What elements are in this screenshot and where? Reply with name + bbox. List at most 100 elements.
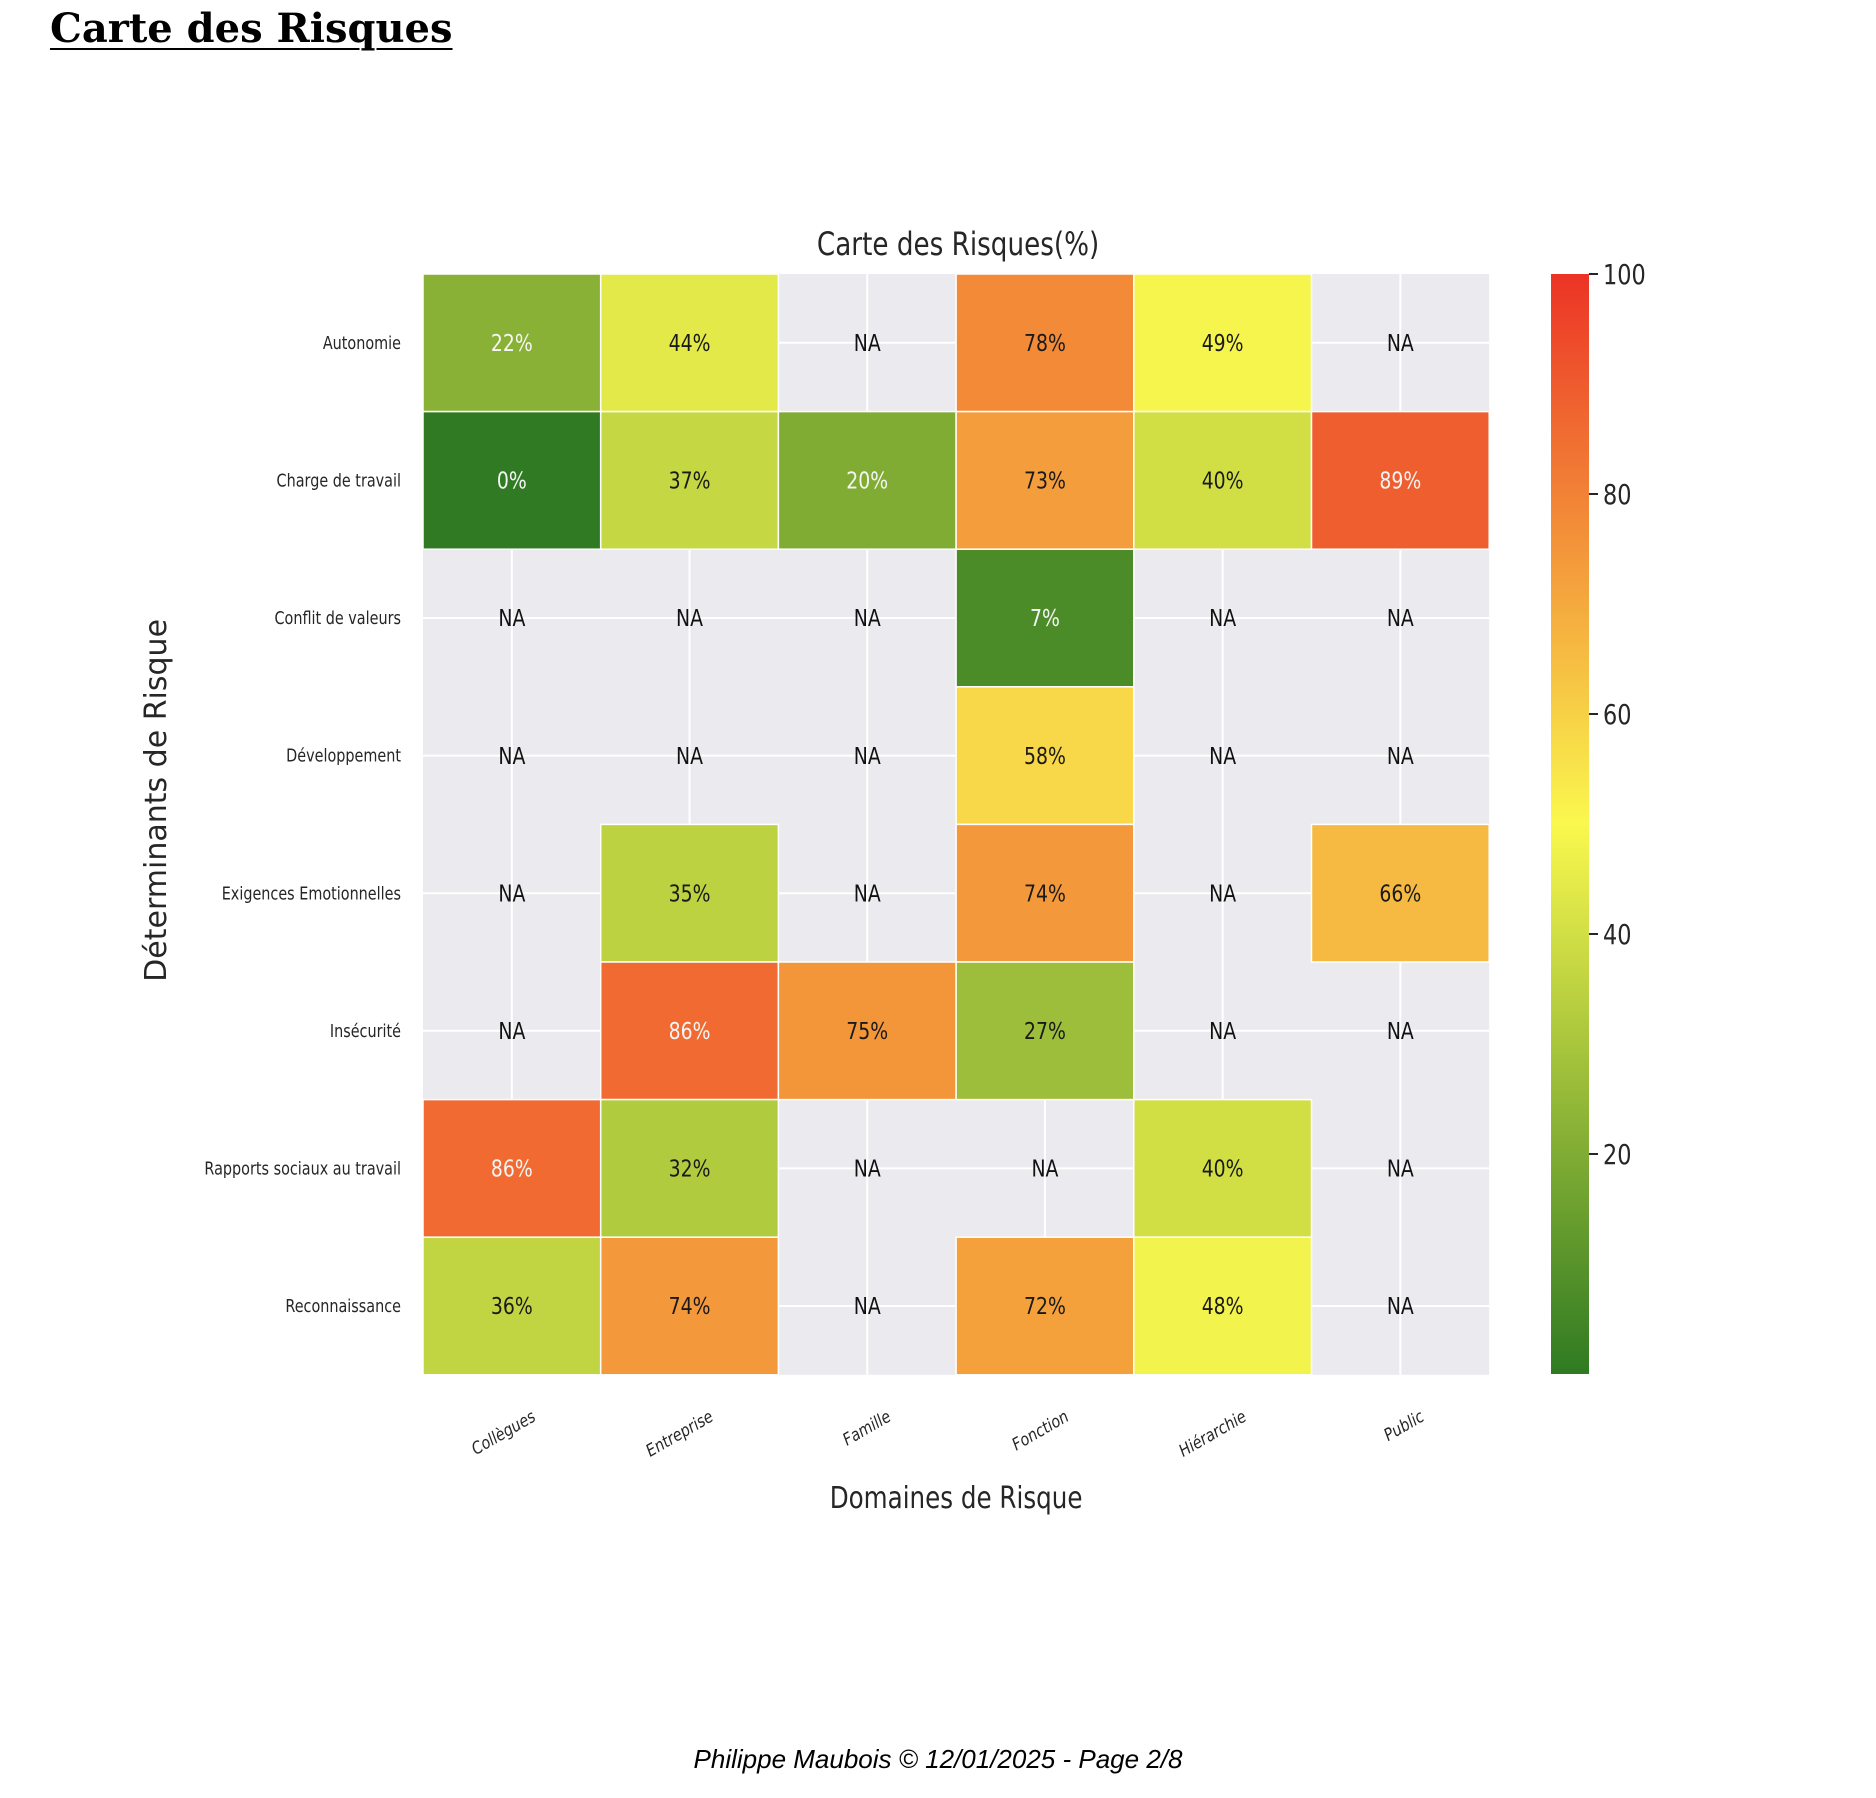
- heatmap-cell: [1133, 1236, 1313, 1376]
- column-tick-label: Entreprise: [642, 1406, 717, 1461]
- cell-value-label: 78%: [1024, 329, 1066, 356]
- row-tick-label: Conflit de valeurs: [275, 608, 401, 629]
- colorbar-gradient: [1551, 274, 1589, 1374]
- cell-value-label: 32%: [669, 1155, 711, 1182]
- row-labels: Autonomie Charge de travail Conflit de val…: [204, 332, 401, 1316]
- column-tick-label: Hiérarchie: [1175, 1406, 1250, 1461]
- heatmap-cell: [422, 410, 602, 550]
- cell-value-label: NA: [854, 1292, 882, 1319]
- cell-value-label: 73%: [1024, 467, 1066, 494]
- heatmap-cell: [422, 1098, 602, 1238]
- row-tick-label: Développement: [286, 745, 401, 766]
- heatmap-cell: [955, 273, 1135, 413]
- cell-value-label: NA: [676, 604, 704, 631]
- cell-value-label: NA: [854, 604, 882, 631]
- colorbar-tick-label: 40: [1603, 917, 1631, 950]
- heatmap-cell: [777, 410, 957, 550]
- x-axis-label: Domaines de Risque: [830, 1482, 1083, 1516]
- colorbar-tick-label: 60: [1603, 697, 1631, 730]
- cell-value-label: 36%: [491, 1292, 533, 1319]
- cell-value-label: 75%: [846, 1017, 888, 1044]
- heatmap-cell: [955, 823, 1135, 963]
- heatmap-cell: [422, 1236, 602, 1376]
- heatmap-cell: [955, 410, 1135, 550]
- cell-value-label: NA: [1209, 604, 1237, 631]
- cell-value-label: 86%: [491, 1155, 533, 1182]
- cell-value-label: NA: [1387, 1155, 1415, 1182]
- cell-value-label: NA: [1209, 880, 1237, 907]
- heatmap-cell: [955, 686, 1135, 826]
- cell-value-label: NA: [1387, 1017, 1415, 1044]
- heatmap-cell: [1133, 1098, 1313, 1238]
- column-tick-label: Fonction: [1008, 1406, 1072, 1455]
- cell-value-label: NA: [1209, 1017, 1237, 1044]
- cell-value-label: 0%: [497, 467, 527, 494]
- heatmap-cell: [1310, 410, 1490, 550]
- cell-value-label: NA: [1387, 604, 1415, 631]
- row-tick-label: Rapports sociaux au travail: [204, 1158, 401, 1179]
- cell-value-label: 89%: [1379, 467, 1421, 494]
- cell-value-label: 74%: [1024, 880, 1066, 907]
- cell-value-label: NA: [1387, 742, 1415, 769]
- cell-value-label: 20%: [846, 467, 888, 494]
- cell-value-label: NA: [498, 604, 526, 631]
- heatmap-cell: [955, 548, 1135, 688]
- chart-title: Carte des Risques(%): [817, 225, 1099, 262]
- column-tick-label: Famille: [839, 1406, 894, 1450]
- heatmap-cell: [599, 1236, 780, 1376]
- cell-value-label: NA: [498, 742, 526, 769]
- cell-value-label: 22%: [491, 329, 533, 356]
- heatmap-cell: [599, 273, 780, 413]
- heatmap-cell: [1133, 410, 1313, 550]
- heatmap-cell: [777, 961, 957, 1101]
- page-title: Carte des Risques: [50, 5, 453, 52]
- cell-value-label: NA: [854, 1155, 882, 1182]
- cell-value-label: 44%: [669, 329, 711, 356]
- cell-value-label: NA: [854, 880, 882, 907]
- heatmap-cell: [1310, 823, 1490, 963]
- heatmap-cell: [599, 961, 780, 1101]
- cell-value-label: 58%: [1024, 742, 1066, 769]
- heatmap-cell: [1133, 273, 1313, 413]
- cell-value-label: NA: [854, 742, 882, 769]
- heatmap-cell: [599, 410, 780, 550]
- cell-value-label: 40%: [1202, 467, 1244, 494]
- cell-value-label: NA: [498, 1017, 526, 1044]
- cell-value-label: 35%: [669, 880, 711, 907]
- heatmap-cell: [599, 823, 780, 963]
- row-tick-label: Insécurité: [330, 1020, 401, 1041]
- cell-value-label: 49%: [1202, 329, 1244, 356]
- y-axis-label: Déterminants de Risque: [139, 619, 174, 982]
- colorbar: 20 40 60 80 100: [1551, 257, 1646, 1374]
- cell-value-label: NA: [676, 742, 704, 769]
- cell-value-label: 72%: [1024, 1292, 1066, 1319]
- cell-value-label: NA: [1387, 1292, 1415, 1319]
- cell-value-label: NA: [1387, 329, 1415, 356]
- colorbar-tick-label: 80: [1603, 477, 1631, 510]
- cell-value-label: NA: [854, 329, 882, 356]
- heatmap-cell: [599, 1098, 780, 1238]
- row-tick-label: Reconnaissance: [285, 1296, 401, 1317]
- cell-value-label: 74%: [669, 1292, 711, 1319]
- column-tick-label: Public: [1380, 1406, 1428, 1445]
- cell-value-label: 37%: [669, 467, 711, 494]
- colorbar-tick-label: 20: [1603, 1137, 1631, 1170]
- cell-value-label: NA: [498, 880, 526, 907]
- heatmap-cell: [422, 273, 602, 413]
- cell-value-label: NA: [1209, 742, 1237, 769]
- row-tick-label: Charge de travail: [277, 470, 401, 491]
- cell-value-label: 7%: [1030, 604, 1060, 631]
- heatmap-cell-labels: 22% 44% NA 78% 49% NA 0% 37% 20% 73% 40% 89% NA NA NA 7…: [491, 329, 1421, 1320]
- column-labels: Collègues Entreprise Famille Fonction Hiérar…: [468, 1406, 1428, 1461]
- cell-value-label: 86%: [669, 1017, 711, 1044]
- heatmap-cell: [955, 961, 1135, 1101]
- heatmap-cells: [422, 273, 1490, 1376]
- cell-value-label: NA: [1031, 1155, 1059, 1182]
- page-footer: Philippe Maubois © 12/01/2025 - Page 2/8: [693, 1744, 1183, 1774]
- row-tick-label: Autonomie: [323, 332, 401, 353]
- cell-value-label: 48%: [1202, 1292, 1244, 1319]
- cell-value-label: 27%: [1024, 1017, 1066, 1044]
- cell-value-label: 40%: [1202, 1155, 1244, 1182]
- cell-value-label: 66%: [1379, 880, 1421, 907]
